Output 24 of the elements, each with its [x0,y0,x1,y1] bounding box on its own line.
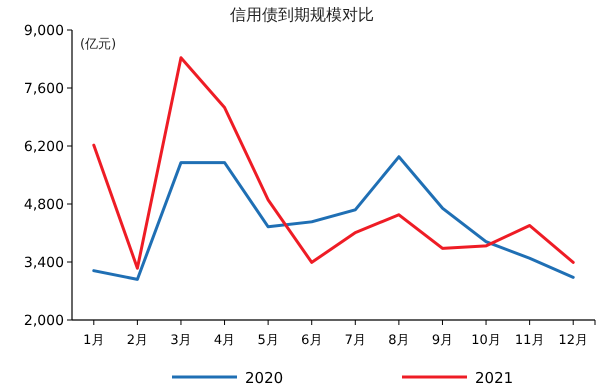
y-axis-title: (亿元) [80,37,116,52]
x-tick-label: 6月 [301,333,322,348]
chart-title: 信用债到期规模对比 [230,5,374,24]
legend-label: 2021 [475,369,514,387]
y-tick-label: 7,600 [24,81,64,97]
y-tick-label: 2,000 [24,313,64,329]
x-tick-label: 10月 [471,333,501,348]
legend-label: 2020 [245,369,284,387]
x-tick-label: 9月 [432,333,454,348]
y-tick-label: 4,800 [24,197,64,213]
y-tick-label: 9,000 [24,23,64,39]
x-tick-label: 11月 [514,333,544,348]
x-tick-label: 2月 [126,333,148,348]
x-tick-label: 3月 [170,333,192,348]
x-tick-label: 5月 [257,333,279,348]
x-tick-label: 4月 [214,333,236,348]
y-tick-label: 6,200 [24,139,64,155]
line-series [92,56,575,270]
x-tick-label: 1月 [83,333,104,348]
x-tick-label: 12月 [558,333,588,348]
x-tick-label: 8月 [388,333,410,348]
x-tick-label: 7月 [344,333,366,348]
y-tick-label: 3,400 [24,255,64,271]
line-series [92,155,575,281]
